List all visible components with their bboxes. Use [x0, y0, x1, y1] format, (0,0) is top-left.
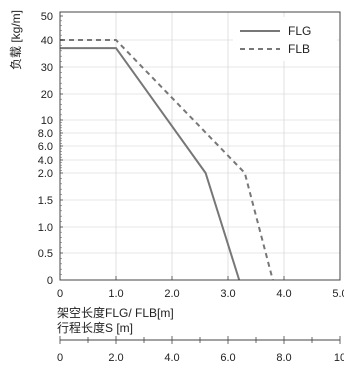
stroke-axis-label: 行程长度S [m] — [57, 320, 133, 335]
series-line-flg — [60, 47, 241, 281]
y-tick-label: 0 — [47, 275, 53, 287]
stroke-axis-tick-label: 2.0 — [108, 352, 123, 364]
y-axis-ticks: 0 0.5 1.0 1.5 2.04.0 6.08.010 20 30 40 50 — [38, 11, 63, 287]
y-tick-label: 10 — [41, 115, 53, 127]
y-tick-label: 20 — [41, 89, 53, 101]
legend-label-flb: FLB — [288, 42, 310, 56]
legend-box — [233, 17, 337, 61]
x-tick-label: 5.0 — [332, 288, 344, 300]
series-layer — [60, 39, 274, 281]
x-tick-label: 2.0 — [164, 288, 179, 300]
y-tick-label: 4.0 — [38, 155, 53, 167]
stroke-axis-tick-label: 10 — [334, 352, 344, 364]
y-tick-label: 30 — [41, 62, 53, 74]
stroke-axis-tick-label: 8.0 — [276, 352, 291, 364]
x-tick-label: 4.0 — [276, 288, 291, 300]
x-tick-label: 0 — [57, 288, 63, 300]
y-tick-label: 1.5 — [38, 195, 53, 207]
legend: FLG FLB — [233, 17, 337, 61]
legend-label-flg: FLG — [288, 24, 311, 38]
stroke-axis-tick-label: 0 — [57, 352, 63, 364]
y-tick-label: 6.0 — [38, 141, 53, 153]
stroke-axis-tick-label: 4.0 — [164, 352, 179, 364]
y-tick-label: 1.0 — [38, 222, 53, 234]
y-tick-label: 2.0 — [38, 168, 53, 180]
x-axis-ticks: 0 1.0 2.0 3.0 4.0 5.0 — [57, 276, 344, 300]
y-tick-label: 40 — [41, 35, 53, 47]
series-line-flb — [60, 39, 274, 281]
x-tick-label: 3.0 — [220, 288, 235, 300]
y-tick-label: 0.5 — [38, 248, 53, 260]
stroke-axis: 0 2.0 4.0 6.0 8.0 10 — [57, 336, 344, 364]
y-tick-label: 8.0 — [38, 128, 53, 140]
x-tick-label: 1.0 — [108, 288, 123, 300]
y-tick-label: 50 — [41, 11, 53, 23]
y-axis-label: 负载 [kg/m] — [9, 10, 23, 70]
x-axis-label: 架空长度FLG/ FLB[m] — [57, 305, 174, 320]
stroke-axis-tick-label: 6.0 — [220, 352, 235, 364]
